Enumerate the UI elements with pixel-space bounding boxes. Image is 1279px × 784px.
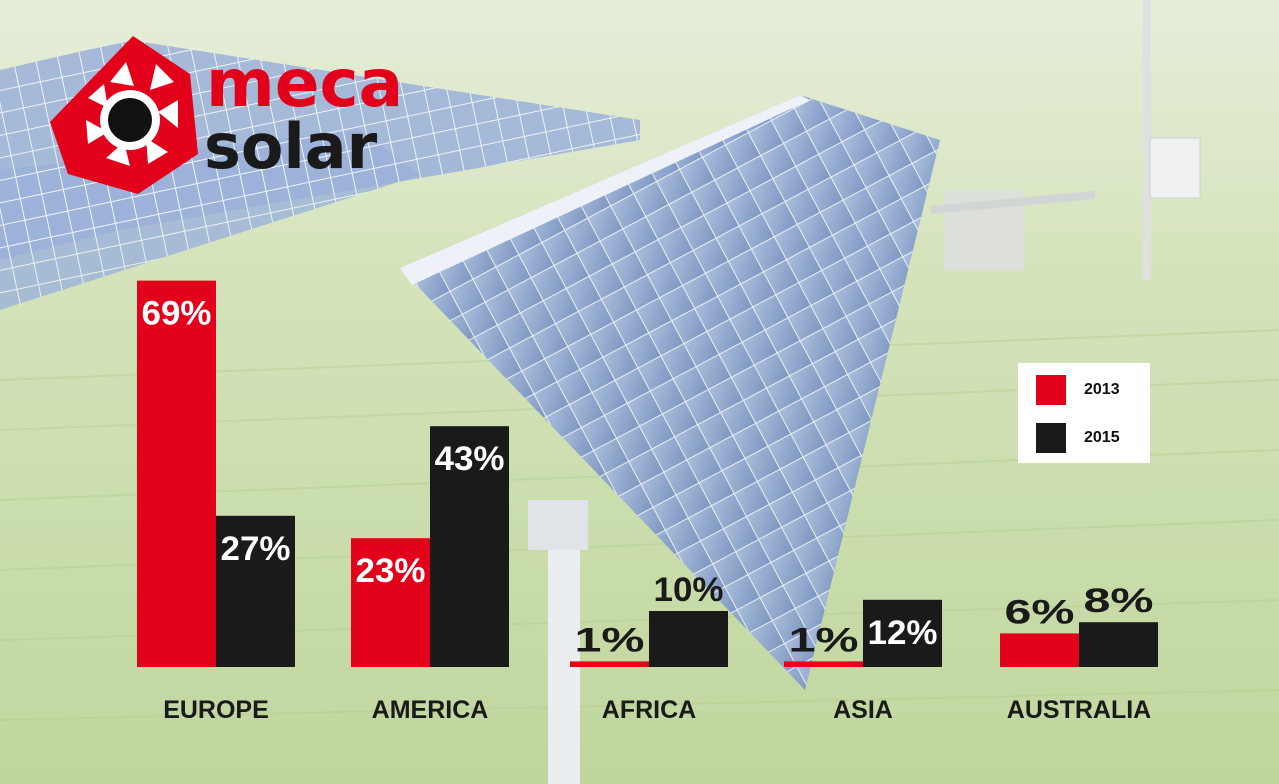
logo-word-meca: meca [206, 45, 403, 122]
value-label-europe-2015: 27% [221, 530, 291, 568]
value-label-america-2013: 23% [356, 552, 426, 590]
category-label-europe: EUROPE [163, 696, 269, 724]
chart-legend: 2013 2015 [1018, 363, 1150, 463]
logo-word-solar: solar [204, 110, 378, 183]
value-labels-layer: 69%27%23%43%1%10%1% 12%6% 8% [142, 295, 1154, 660]
category-label-asia: ASIA [833, 696, 893, 724]
meca-solar-logo: meca solar [50, 36, 403, 194]
category-labels-layer: EUROPE AMERICA AFRICA ASIA AUSTRALIA [163, 696, 1151, 724]
category-label-africa: AFRICA [602, 696, 696, 724]
legend-item-2015: 2015 [1036, 423, 1146, 453]
bar-asia-2015 [863, 599, 942, 667]
category-label-america: AMERICA [372, 696, 489, 724]
legend-label-2015: 2015 [1084, 429, 1120, 446]
bar-africa-2015 [649, 611, 728, 667]
bar-america-2013 [351, 538, 430, 667]
bar-europe-2013 [137, 280, 216, 667]
bar-australia-2015 [1079, 622, 1158, 667]
category-label-australia: AUSTRALIA [1007, 696, 1151, 724]
value-label-africa-2013: 1% [575, 621, 645, 659]
legend-swatch-2015 [1036, 423, 1066, 453]
value-label-europe-2013: 69% [142, 295, 212, 333]
sun-emblem-icon [50, 36, 198, 194]
bar-america-2015 [430, 426, 509, 667]
value-label-australia-2015: 8% [1084, 582, 1154, 620]
legend-label-2013: 2013 [1084, 381, 1120, 398]
legend-item-2013: 2013 [1036, 375, 1146, 405]
value-label-australia-2013: 6% [1005, 593, 1075, 631]
bars-layer [137, 280, 1158, 667]
bar-africa-2013 [570, 661, 649, 667]
bar-europe-2015 [216, 515, 295, 667]
value-label-africa-2015: 10% [654, 571, 724, 609]
value-label-asia-2013: 1% [789, 621, 859, 659]
value-label-asia-2015: 12% [868, 614, 938, 652]
bar-asia-2013 [784, 661, 863, 667]
legend-swatch-2013 [1036, 375, 1066, 405]
value-label-america-2015: 43% [435, 440, 505, 478]
bar-australia-2013 [1000, 633, 1079, 667]
